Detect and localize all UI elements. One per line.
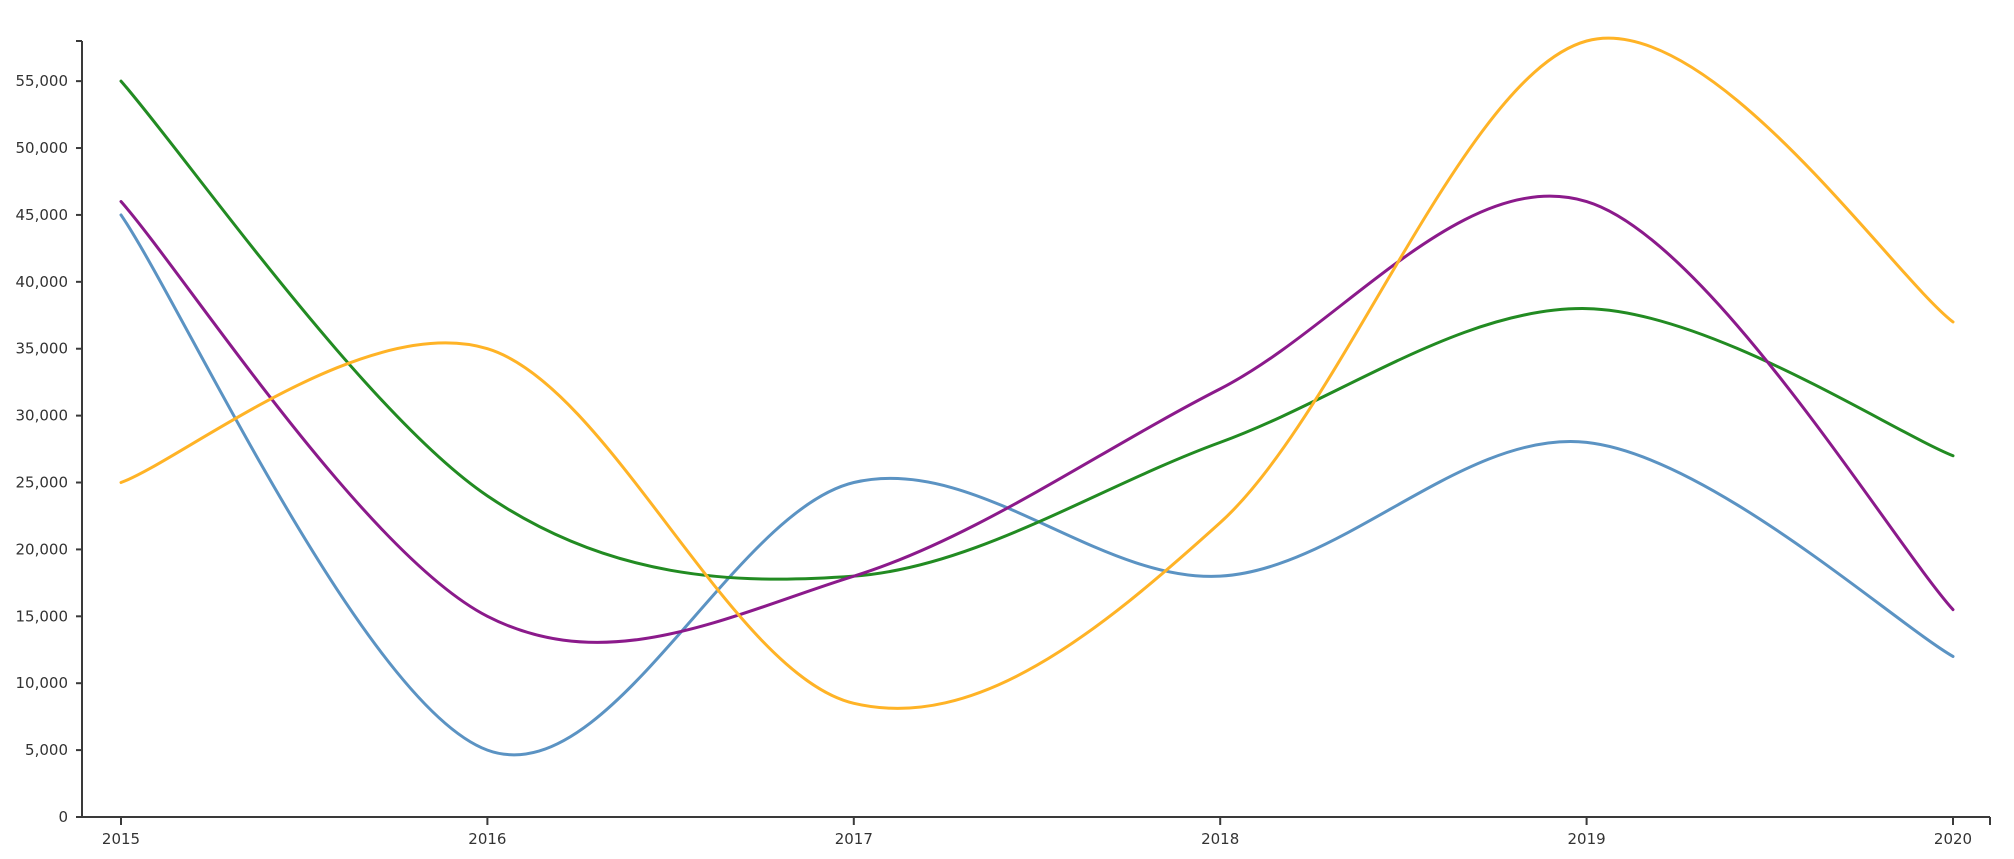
y-tick-label: 5,000 — [25, 741, 68, 759]
y-tick-label: 30,000 — [16, 407, 69, 425]
y-tick-label: 15,000 — [16, 607, 69, 625]
series-line-1 — [119, 213, 1955, 757]
series-line-3 — [119, 194, 1955, 644]
x-tick-label: 2019 — [1568, 830, 1606, 848]
y-tick-label: 35,000 — [16, 340, 69, 358]
x-tick-label: 2018 — [1201, 830, 1239, 848]
y-tick-label: 10,000 — [16, 674, 69, 692]
y-tick-label: 0 — [58, 808, 68, 826]
series-group — [119, 36, 1955, 757]
series-line-4 — [119, 36, 1955, 710]
x-tick-label: 2016 — [468, 830, 506, 848]
y-tick-label: 25,000 — [16, 474, 69, 492]
series-line-2 — [119, 79, 1955, 581]
y-tick-label: 45,000 — [16, 206, 69, 224]
x-tick-label: 2015 — [102, 830, 140, 848]
x-tick-label: 2020 — [1934, 830, 1972, 848]
y-axis: 0 5,000 10,000 15,000 20,000 25,000 30,000 35,0… — [16, 40, 83, 826]
x-axis: 2015 2016 2017 2018 2019 2020 — [82, 816, 1991, 848]
y-tick-label: 20,000 — [16, 540, 69, 558]
y-tick-label: 55,000 — [16, 72, 69, 90]
x-tick-label: 2017 — [835, 830, 873, 848]
y-tick-label: 50,000 — [16, 139, 69, 157]
y-tick-label: 40,000 — [16, 273, 69, 291]
